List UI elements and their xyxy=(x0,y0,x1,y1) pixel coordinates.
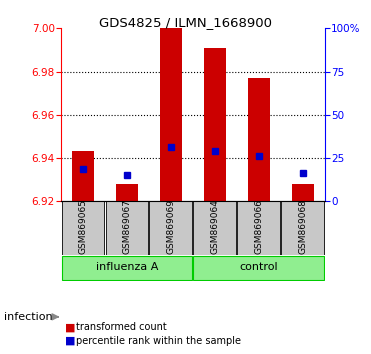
Text: infection: infection xyxy=(4,312,52,322)
Text: GSM869068: GSM869068 xyxy=(298,199,307,254)
Text: GSM869065: GSM869065 xyxy=(79,199,88,254)
Bar xyxy=(160,24,182,201)
Text: GSM869064: GSM869064 xyxy=(210,199,219,254)
Bar xyxy=(106,201,148,255)
Bar xyxy=(62,256,193,280)
Bar xyxy=(193,256,324,280)
Bar xyxy=(237,201,280,255)
Bar xyxy=(72,152,94,201)
Bar xyxy=(281,201,324,255)
Text: percentile rank within the sample: percentile rank within the sample xyxy=(76,336,241,346)
Text: GSM869069: GSM869069 xyxy=(167,199,175,254)
Bar xyxy=(116,184,138,201)
Bar xyxy=(193,201,236,255)
Text: ■: ■ xyxy=(65,336,75,346)
Bar xyxy=(150,201,192,255)
Bar xyxy=(292,184,313,201)
Text: ■: ■ xyxy=(65,322,75,332)
Bar xyxy=(62,201,104,255)
Text: transformed count: transformed count xyxy=(76,322,167,332)
Text: GSM869066: GSM869066 xyxy=(254,199,263,254)
Bar xyxy=(248,78,270,201)
Text: GSM869067: GSM869067 xyxy=(122,199,132,254)
Text: control: control xyxy=(239,262,278,272)
Text: influenza A: influenza A xyxy=(96,262,158,272)
Bar xyxy=(204,48,226,201)
Text: GDS4825 / ILMN_1668900: GDS4825 / ILMN_1668900 xyxy=(99,16,272,29)
